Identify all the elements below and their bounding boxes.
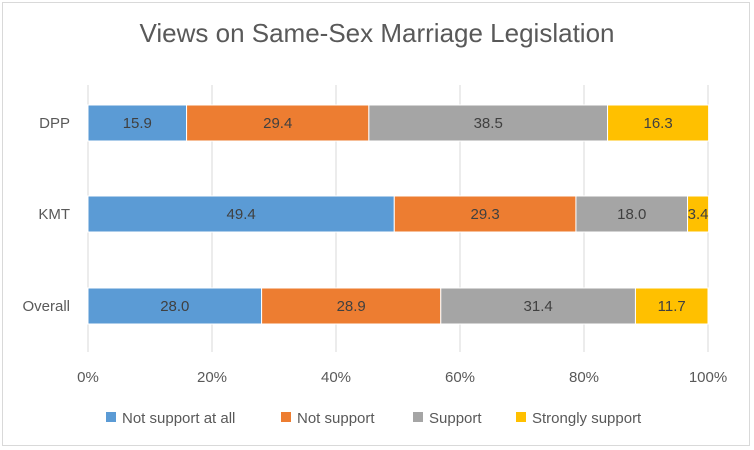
category-label: DPP	[39, 115, 70, 132]
data-label: 29.4	[263, 115, 292, 132]
legend-swatch	[413, 412, 423, 422]
bar-segment	[634, 287, 709, 325]
category-labels: DPP KMT Overall	[22, 115, 70, 315]
legend-label: Strongly support	[532, 410, 642, 427]
data-labels: 15.9 29.4 38.5 16.3 49.4 29.3 18.0 3.4 28.0 28.9 3…	[123, 115, 709, 315]
legend-label: Support	[429, 410, 482, 427]
x-axis-ticks: 0% 20% 40% 60% 80% 100%	[77, 369, 727, 386]
x-tick-label: 20%	[197, 369, 227, 386]
x-tick-label: 100%	[689, 369, 727, 386]
x-tick-label: 40%	[321, 369, 351, 386]
data-label: 28.9	[337, 298, 366, 315]
bar-segment	[261, 287, 442, 325]
data-label: 11.7	[658, 298, 686, 315]
data-label: 38.5	[474, 115, 503, 132]
bar-segment	[440, 287, 636, 325]
legend-swatch	[516, 412, 526, 422]
chart-title: Views on Same-Sex Marriage Legislation	[140, 18, 615, 48]
data-label: 29.3	[471, 206, 500, 223]
category-label: KMT	[38, 206, 70, 223]
bar-segment	[687, 195, 710, 233]
data-label: 16.3	[643, 115, 672, 132]
legend: Not support at all Not support Support Stro…	[106, 410, 642, 427]
data-label: 28.0	[160, 298, 189, 315]
bar-segment	[575, 195, 689, 233]
data-label: 31.4	[524, 298, 553, 315]
bar-segment	[607, 104, 710, 142]
category-label: Overall	[22, 298, 70, 315]
x-tick-label: 60%	[445, 369, 475, 386]
legend-label: Not support	[297, 410, 375, 427]
bar-segment	[393, 195, 577, 233]
bar-segment	[87, 287, 263, 325]
bar-segment	[87, 195, 395, 233]
x-tick-label: 0%	[77, 369, 99, 386]
bars	[87, 104, 710, 325]
legend-label: Not support at all	[122, 410, 235, 427]
data-label: 3.4	[688, 206, 709, 223]
data-label: 18.0	[617, 206, 646, 223]
legend-swatch	[106, 412, 116, 422]
data-label: 49.4	[227, 206, 256, 223]
data-label: 15.9	[123, 115, 152, 132]
bar-segment	[368, 104, 609, 142]
x-tick-label: 80%	[569, 369, 599, 386]
legend-swatch	[281, 412, 291, 422]
